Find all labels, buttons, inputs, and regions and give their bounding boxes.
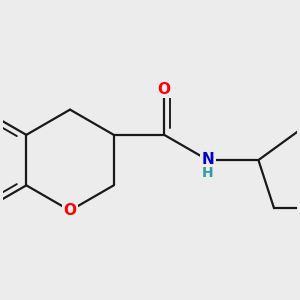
Text: N: N: [202, 152, 214, 166]
Text: H: H: [202, 166, 214, 180]
Text: O: O: [158, 82, 171, 97]
Text: O: O: [64, 203, 76, 218]
